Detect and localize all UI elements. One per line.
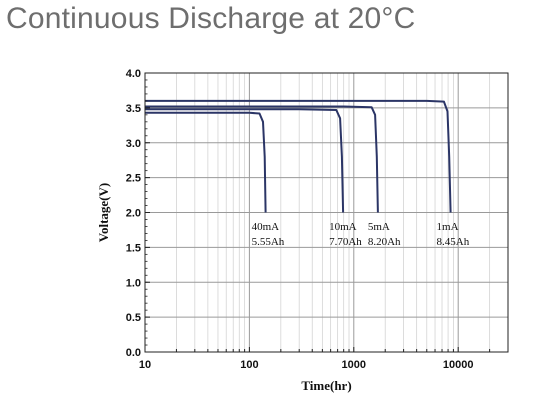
y-tick-label: 3.0 (126, 138, 141, 150)
series-label-10mA: 10mA (329, 221, 357, 233)
series-line-5mA (145, 105, 379, 213)
series-lines (145, 99, 452, 213)
x-tick-label: 100 (240, 359, 258, 371)
x-tick-label: 10 (139, 359, 151, 371)
series-capacity-1mA: 8.45Ah (437, 236, 470, 248)
axis-ticks: 0.0 0.5 1.0 1.5 2.0 2.5 3.0 3.5 4.0 10 100 1000 1000… (126, 68, 509, 371)
series-line-40mA (145, 111, 267, 213)
y-tick-label: 0.0 (126, 347, 141, 359)
y-tick-label: 2.0 (126, 208, 141, 220)
y-tick-label: 2.5 (126, 173, 141, 185)
series-label-5mA: 5mA (368, 221, 390, 233)
series-capacity-10mA: 7.70Ah (329, 236, 362, 248)
series-label-40mA: 40mA (252, 221, 280, 233)
y-tick-label: 0.5 (126, 312, 141, 324)
x-tick-label: 1000 (342, 359, 366, 371)
series-line-1mA (145, 99, 452, 213)
x-tick-label: 10000 (443, 359, 474, 371)
y-tick-label: 4.0 (126, 68, 141, 80)
page-title: Continuous Discharge at 20°C (6, 2, 416, 35)
x-axis-title: Time(hr) (301, 378, 351, 393)
series-annotations: 40mA 5.55Ah 10mA 7.70Ah 5mA 8.20Ah 1mA 8.45Ah (252, 221, 470, 248)
y-tick-label: 3.5 (126, 103, 141, 115)
series-label-1mA: 1mA (437, 221, 459, 233)
grid (144, 72, 509, 353)
y-tick-label: 1.5 (126, 242, 141, 254)
y-axis-title: Voltage(V) (96, 183, 111, 242)
series-line-10mA (145, 108, 345, 213)
series-capacity-40mA: 5.55Ah (252, 236, 285, 248)
y-tick-label: 1.0 (126, 277, 141, 289)
series-capacity-5mA: 8.20Ah (368, 236, 401, 248)
